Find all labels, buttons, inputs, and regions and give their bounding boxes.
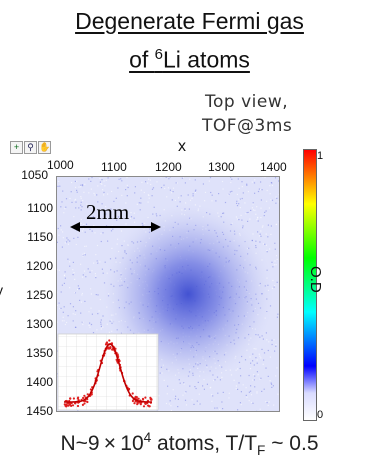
title-suffix: Li atoms (162, 46, 250, 73)
zoom-icon[interactable]: ⚲ (24, 141, 37, 154)
colorbar (303, 149, 317, 421)
y-tick-1350: 1350 (26, 346, 53, 360)
x-axis-label: x (178, 138, 186, 155)
view-note-line-2: TOF@3ms (202, 116, 293, 136)
isotope-superscript: 6 (154, 46, 163, 63)
profile-inset (57, 333, 159, 411)
y-tick-1200: 1200 (26, 259, 53, 273)
image-toolbar: + ⚲ ✋ (10, 137, 52, 155)
x-tick-1200: 1200 (155, 160, 182, 174)
view-note-line-1: Top view, (205, 92, 289, 112)
title-line-1: Degenerate Fermi gas (75, 8, 304, 34)
footer-middle: atoms, T/T (151, 432, 258, 455)
image-frame (56, 176, 280, 412)
profile-fit-curve (64, 343, 152, 403)
footer-caption: N~9 × 104 atoms, T/TF ~ 0.5 (0, 430, 379, 458)
hand-icon[interactable]: ✋ (38, 141, 51, 154)
y-tick-1450: 1450 (26, 404, 53, 418)
crosshair-icon[interactable]: + (10, 141, 23, 154)
y-tick-1050: 1050 (21, 168, 48, 182)
x-tick-1300: 1300 (208, 160, 235, 174)
title-line-2: of 6Li atoms (0, 46, 379, 74)
footer-prefix: N~9 × 10 (60, 432, 144, 455)
colorbar-label: O.D (307, 266, 324, 293)
absorption-image: 2mm (56, 176, 280, 412)
y-tick-1250: 1250 (26, 288, 53, 302)
footer-exponent: 4 (143, 430, 152, 445)
y-tick-1150: 1150 (27, 230, 53, 244)
scale-bar-left-arrow (70, 222, 80, 232)
y-tick-1100: 1100 (27, 201, 53, 215)
footer-subscript: F (257, 443, 266, 459)
x-tick-1000: 1000 (47, 158, 74, 172)
title-prefix: of (129, 46, 155, 73)
y-tick-1400: 1400 (26, 375, 53, 389)
y-axis-label: y (0, 282, 3, 298)
colorbar-max-label: 1 (317, 150, 324, 162)
x-tick-1100: 1100 (101, 160, 127, 174)
footer-suffix: ~ 0.5 (265, 432, 319, 455)
y-tick-1300: 1300 (26, 317, 53, 331)
colorbar-min-label: 0 (317, 409, 324, 421)
x-tick-1400: 1400 (260, 160, 287, 174)
scale-bar-label: 2mm (86, 200, 129, 224)
scale-bar-right-arrow (151, 222, 161, 232)
